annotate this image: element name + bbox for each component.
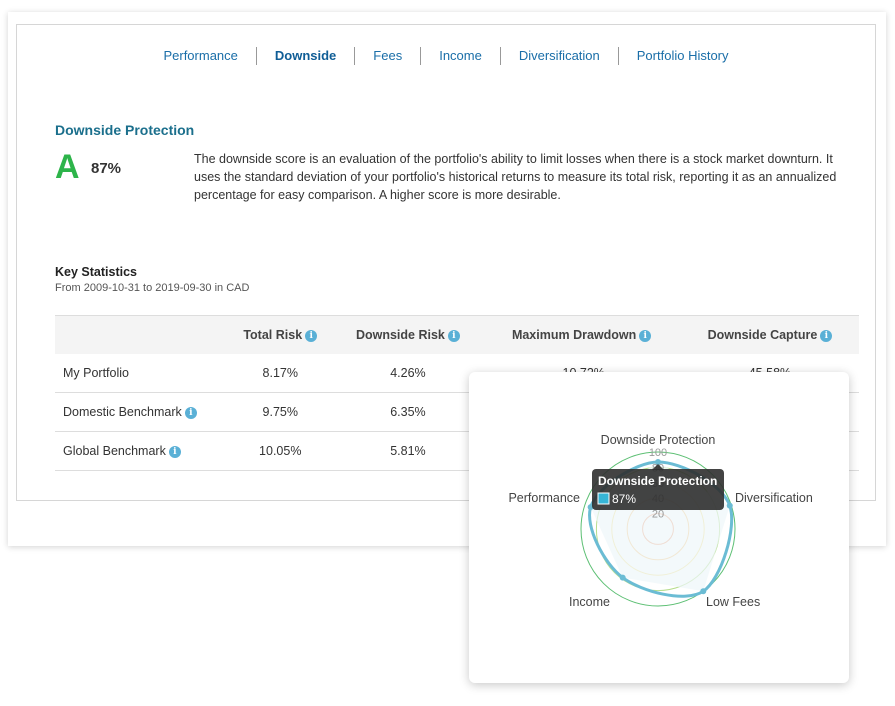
info-icon[interactable]: i xyxy=(168,445,181,458)
tooltip-pointer xyxy=(652,464,664,470)
section-title: Downside Protection xyxy=(55,122,195,138)
info-icon[interactable]: i xyxy=(447,329,460,342)
radar-ring xyxy=(580,451,736,607)
radar-point xyxy=(619,574,626,581)
tooltip-swatch xyxy=(597,492,610,505)
table-header-row: Total Risk i Downside Risk i Maximum Drawd… xyxy=(55,315,859,354)
info-icon[interactable]: i xyxy=(184,406,197,419)
header-label: Downside Capture xyxy=(707,328,818,342)
table-cell: 4.26% xyxy=(333,354,483,393)
tab-income[interactable]: Income xyxy=(420,47,500,65)
radar-point xyxy=(655,459,661,466)
tooltip-title: Downside Protection xyxy=(598,474,717,488)
section-description: The downside score is an evaluation of t… xyxy=(194,152,837,202)
row-label-cell: Global Benchmark i xyxy=(55,431,227,471)
tab-bar: Performance Downside Fees Income Diversi… xyxy=(17,47,875,65)
header-maximum-drawdown: Maximum Drawdown i xyxy=(482,315,681,354)
row-label: Global Benchmark xyxy=(63,444,166,458)
info-icon[interactable]: i xyxy=(639,329,652,342)
row-label: My Portfolio xyxy=(55,354,227,393)
radar-axis-label: Income xyxy=(569,595,610,609)
key-stats-subtitle: From 2009-10-31 to 2019-09-30 in CAD xyxy=(55,282,250,294)
header-total-risk: Total Risk i xyxy=(227,315,334,354)
row-label: Domestic Benchmark xyxy=(63,405,182,419)
header-label: Downside Risk xyxy=(355,328,445,342)
header-downside-capture: Downside Capture i xyxy=(680,315,859,354)
radar-chart-popup: 20406080100Downside ProtectionDiversific… xyxy=(469,372,849,683)
tooltip-box xyxy=(592,469,724,510)
table-cell: 8.17% xyxy=(227,354,334,393)
radar-chart: 20406080100Downside ProtectionDiversific… xyxy=(508,433,813,609)
radar-axis-label: Diversification xyxy=(735,491,813,505)
tab-portfolio-history[interactable]: Portfolio History xyxy=(617,47,747,65)
tab-downside[interactable]: Downside xyxy=(255,47,354,65)
table-cell: 6.35% xyxy=(333,392,483,432)
header-downside-risk: Downside Risk i xyxy=(333,315,483,354)
tab-performance[interactable]: Performance xyxy=(163,48,238,63)
key-stats-title: Key Statistics xyxy=(55,265,137,279)
grade-letter: A xyxy=(55,148,80,186)
radar-axis-label: Downside Protection xyxy=(601,433,716,447)
radar-ring-label: 20 xyxy=(652,509,664,521)
info-icon[interactable]: i xyxy=(820,329,833,342)
radar-point xyxy=(726,502,733,509)
tab-fees[interactable]: Fees xyxy=(354,47,420,65)
header-empty xyxy=(55,315,227,354)
tab-diversification[interactable]: Diversification xyxy=(499,47,618,65)
radar-ring-label: 100 xyxy=(649,447,667,459)
table-cell: 5.81% xyxy=(333,431,483,471)
row-label-cell: Domestic Benchmark i xyxy=(55,392,227,432)
header-label: Total Risk xyxy=(243,328,303,342)
table-cell: 9.75% xyxy=(227,392,334,432)
radar-point xyxy=(700,588,707,595)
radar-axis-label: Performance xyxy=(508,491,580,505)
tooltip-value: 87% xyxy=(612,492,636,506)
header-label: Maximum Drawdown xyxy=(511,328,637,342)
table-cell: 10.05% xyxy=(227,431,334,471)
info-icon[interactable]: i xyxy=(305,329,318,342)
grade-percent: 87% xyxy=(91,160,122,177)
radar-axis-label: Low Fees xyxy=(706,595,760,609)
